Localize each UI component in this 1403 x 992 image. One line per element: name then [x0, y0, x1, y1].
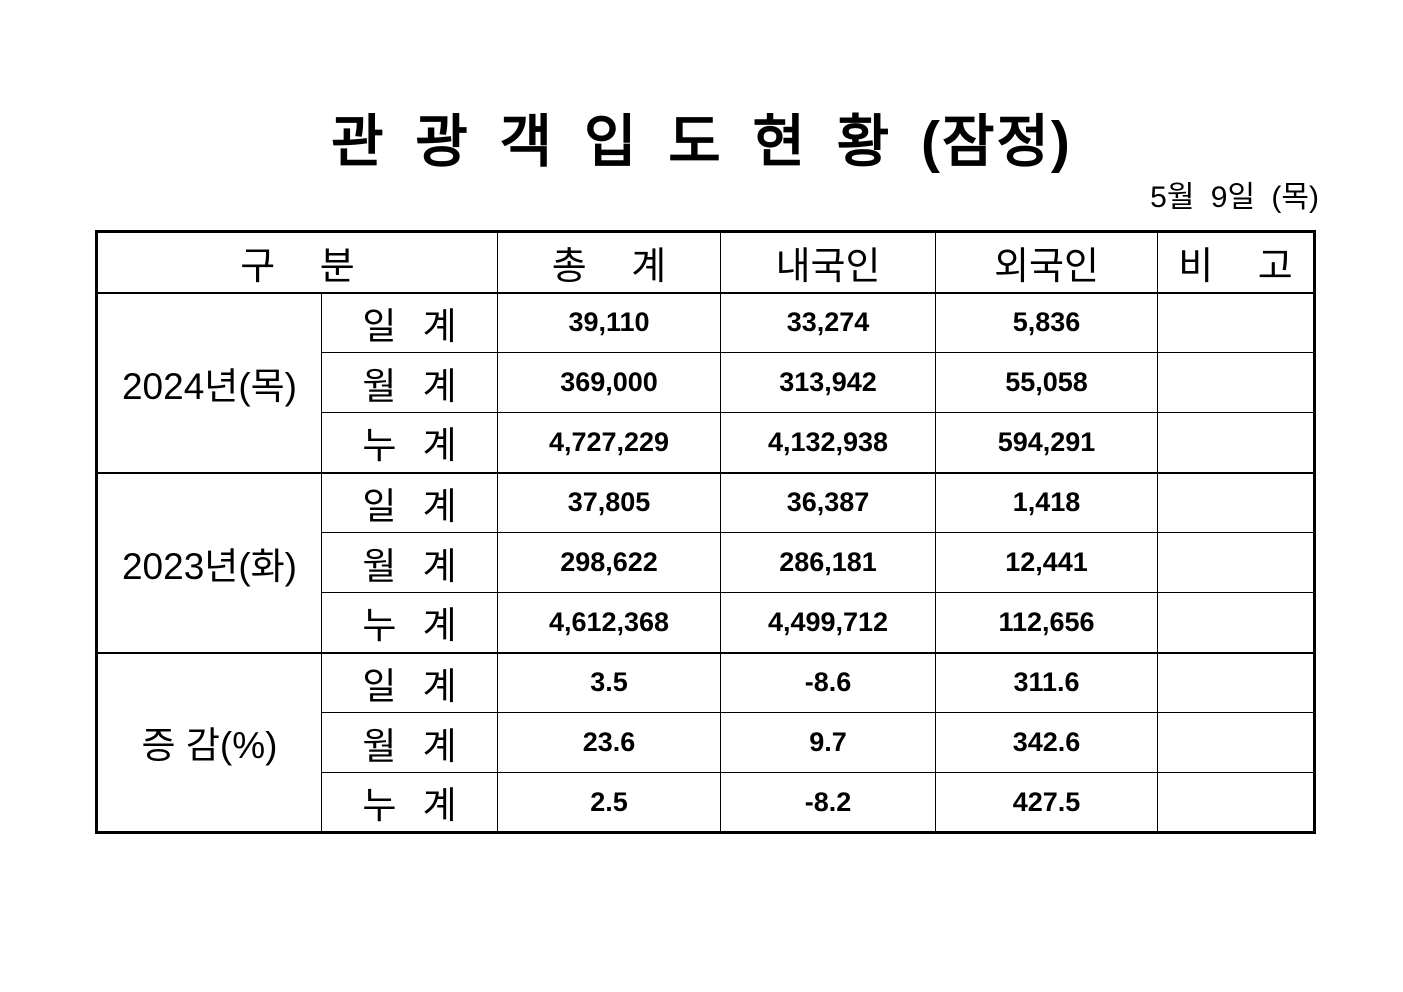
table-row: 누 계 4,727,229 4,132,938 594,291: [97, 412, 1316, 473]
value-domestic: 4,132,938: [720, 412, 937, 473]
row-label-daily: 일 계: [320, 471, 499, 533]
row-label-monthly: 월 계: [320, 532, 499, 593]
value-domestic: -8.2: [720, 772, 937, 833]
value-foreign: 1,418: [935, 471, 1159, 533]
value-total: 4,727,229: [497, 412, 722, 473]
report-date: 5월 9일 (목): [1150, 181, 1319, 214]
table-row: 누 계 2.5 -8.2 427.5: [97, 772, 1316, 833]
year-cell-change-pct: 증 감(%): [96, 651, 322, 833]
value-domestic: 36,387: [720, 471, 937, 533]
note-cell: [1157, 412, 1316, 473]
note-cell: [1157, 352, 1316, 413]
document-title: 관 광 객 입 도 현 황 (잠정): [331, 110, 1072, 174]
col-header-note: 비 고: [1157, 231, 1316, 294]
year-cell-2024: 2024년(목): [96, 291, 322, 473]
value-domestic: -8.6: [720, 651, 937, 713]
row-label-cumulative: 누 계: [320, 772, 499, 833]
value-foreign: 594,291: [935, 412, 1159, 473]
col-header-category: 구 분: [95, 231, 499, 294]
row-label-monthly: 월 계: [320, 352, 499, 413]
col-header-foreign: 외국인: [935, 231, 1159, 294]
table-row: 2024년(목) 일 계 39,110 33,274 5,836: [96, 291, 1316, 473]
value-foreign: 12,441: [935, 532, 1159, 593]
value-domestic: 286,181: [720, 532, 937, 593]
col-header-total: 총 계: [497, 231, 722, 294]
value-total: 39,110: [497, 291, 722, 353]
header-row: 구 분 총 계 내국인 외국인 비 고: [95, 231, 1316, 294]
table-row: 월 계 298,622 286,181 12,441: [97, 532, 1316, 593]
table-row: 증 감(%) 일 계 3.5 -8.6 311.6: [96, 651, 1316, 833]
note-cell: [1157, 712, 1316, 773]
value-total: 298,622: [497, 532, 722, 593]
row-label-cumulative: 누 계: [320, 592, 499, 653]
note-cell: [1157, 532, 1316, 593]
row-label-monthly: 월 계: [320, 712, 499, 773]
value-foreign: 5,836: [935, 291, 1159, 353]
row-label-cumulative: 누 계: [320, 412, 499, 473]
value-total: 37,805: [497, 471, 722, 533]
value-total: 4,612,368: [497, 592, 722, 653]
value-total: 3.5: [497, 651, 722, 713]
col-header-domestic: 내국인: [720, 231, 937, 294]
value-foreign: 311.6: [935, 651, 1159, 713]
table-row: 2023년(화) 일 계 37,805 36,387 1,418: [96, 471, 1316, 653]
note-cell: [1157, 592, 1316, 653]
row-label-daily: 일 계: [320, 651, 499, 713]
value-foreign: 55,058: [935, 352, 1159, 413]
value-domestic: 4,499,712: [720, 592, 937, 653]
value-domestic: 33,274: [720, 291, 937, 353]
table-row: 월 계 23.6 9.7 342.6: [97, 712, 1316, 773]
table-row: 누 계 4,612,368 4,499,712 112,656: [97, 592, 1316, 653]
note-cell: [1157, 471, 1316, 533]
value-domestic: 9.7: [720, 712, 937, 773]
note-cell: [1157, 291, 1316, 353]
value-total: 2.5: [497, 772, 722, 833]
note-cell: [1157, 651, 1316, 713]
value-total: 369,000: [497, 352, 722, 413]
value-domestic: 313,942: [720, 352, 937, 413]
value-foreign: 342.6: [935, 712, 1159, 773]
note-cell: [1157, 772, 1316, 833]
row-label-daily: 일 계: [320, 291, 499, 353]
tourist-arrival-table: 구 분 총 계 내국인 외국인 비 고 2024년(목) 일 계 39,110 …: [95, 230, 1317, 834]
value-foreign: 427.5: [935, 772, 1159, 833]
value-foreign: 112,656: [935, 592, 1159, 653]
year-cell-2023: 2023년(화): [96, 471, 322, 653]
value-total: 23.6: [497, 712, 722, 773]
